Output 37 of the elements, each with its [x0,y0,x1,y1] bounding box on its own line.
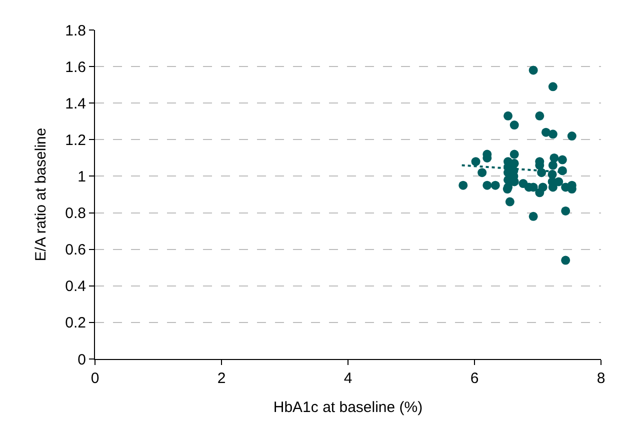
x-tick-label: 0 [90,370,100,387]
y-tick-label: 1.8 [65,22,86,40]
x-tick-label: 8 [596,370,606,387]
point [528,66,538,75]
point [535,111,544,120]
point [567,132,576,141]
y-tick-label: 0.4 [65,278,86,296]
x-tick-label: 6 [470,370,479,387]
y-tick-label: 0.6 [65,242,86,259]
point [510,120,519,130]
y-tick-label: 1 [78,168,86,186]
x-tick-label: 4 [344,370,352,387]
point [561,256,570,265]
point [561,206,570,216]
point [490,180,500,190]
x-tick-label: 2 [217,370,226,387]
point [471,157,480,166]
y-axis-title: E/A ratio at baseline [32,128,50,262]
y-tick-label: 0 [78,351,86,368]
point [558,155,567,164]
point [510,150,519,159]
y-tick-label: 1.2 [65,132,86,149]
point [548,130,558,139]
y-tick-label: 0.8 [65,205,86,222]
point [535,188,544,198]
point [478,168,487,178]
point [548,82,558,92]
point [504,111,513,120]
y-tick-label: 1.4 [65,95,86,112]
y-tick-label: 0.2 [65,314,86,332]
y-tick-label: 1.6 [65,58,86,76]
point [528,212,538,221]
point [482,180,492,190]
x-axis-title: HbA1c at baseline (%) [273,399,423,416]
point [458,180,468,190]
point [548,160,558,170]
point [505,197,514,206]
